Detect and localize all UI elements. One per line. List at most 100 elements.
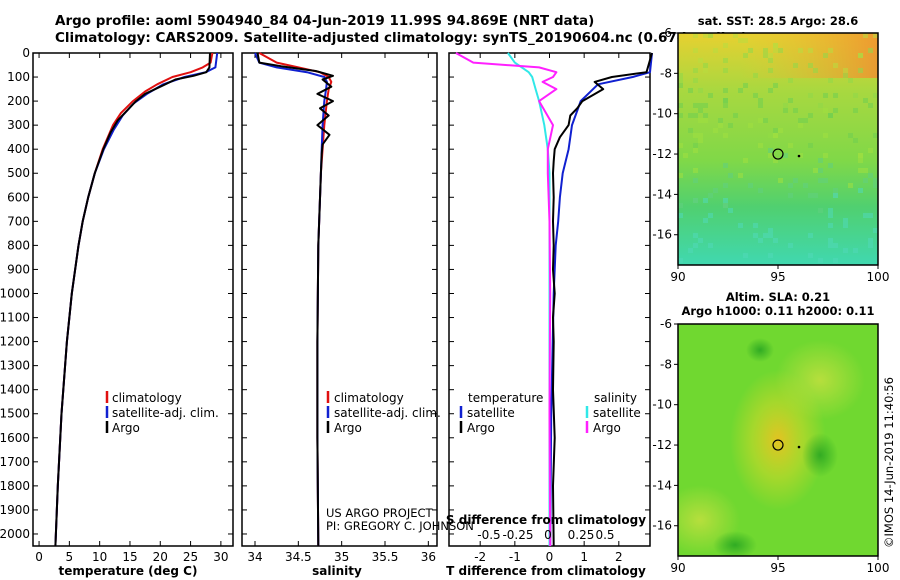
sst-pixel — [693, 233, 698, 238]
depth-axis: 0 100 200 300 400 500 600 700 800 900 1000 1100 1200… — [0, 46, 233, 541]
sst-pixel — [723, 98, 728, 103]
sst-pixel — [738, 223, 743, 228]
legend-climatology: climatology — [112, 391, 182, 405]
sst-pixel — [693, 133, 698, 138]
sst-pixel — [723, 163, 728, 168]
sst-pixel — [818, 158, 823, 163]
sst-pixel — [743, 83, 748, 88]
sst-pixel — [828, 78, 833, 83]
sst-pixel — [833, 93, 838, 98]
credit-project: US ARGO PROJECT — [326, 506, 434, 520]
sst-pixel — [708, 93, 713, 98]
sst-pixel — [788, 98, 793, 103]
depth-tick-label: 1500 — [0, 407, 30, 421]
sst-pixel — [818, 168, 823, 173]
salinity-x-axis: 34 34.5 35 35.5 36 — [247, 53, 436, 564]
sst-pixel — [823, 178, 828, 183]
legend-satellite: satellite-adj. clim. — [112, 406, 219, 420]
x-tick-label: 15 — [122, 550, 137, 564]
x-tick-label: 0 — [546, 550, 554, 564]
sst-pixel — [698, 108, 703, 113]
sst-pixel — [808, 93, 813, 98]
temperature-x-axis: 0 5 10 15 20 25 30 — [35, 53, 229, 564]
x-tick-label: 30 — [213, 550, 228, 564]
difference-depth-ticks — [449, 52, 650, 535]
depth-tick-label: 700 — [7, 214, 30, 228]
sla-map-panel: Altim. SLA: 0.21 Argo h1000: 0.11 h2000:… — [652, 290, 889, 575]
legend-argo: Argo — [334, 421, 362, 435]
sst-pixel — [828, 223, 833, 228]
series-line-satellite — [54, 52, 219, 547]
sst-pixel — [773, 48, 778, 53]
sst-pixel — [873, 93, 878, 98]
x-tick-label: -1 — [509, 550, 521, 564]
sst-pixel — [733, 113, 738, 118]
series-line-t-satellite — [549, 52, 653, 547]
sst-pixel — [743, 158, 748, 163]
sst-pixel — [863, 33, 868, 38]
difference-legend: temperature salinity satellite Argo sate… — [459, 391, 641, 435]
sst-pixel — [723, 68, 728, 73]
sst-pixel — [868, 103, 873, 108]
series-line-s-argo — [455, 52, 558, 547]
map-lat-label: -12 — [652, 438, 672, 452]
sst-pixel — [758, 118, 763, 123]
sst-pixel — [793, 63, 798, 68]
salinity-xlabel: salinity — [312, 564, 362, 578]
sst-warm-region — [740, 33, 878, 78]
depth-tick-label: 2000 — [0, 527, 30, 541]
sst-pixel — [833, 243, 838, 248]
map-lat-label: -6 — [660, 26, 672, 40]
sst-map-axes: -6 -8 -10 -12 -14 -16 90 95 100 — [652, 26, 889, 284]
sst-pixel — [723, 103, 728, 108]
map-lat-label: -8 — [660, 357, 672, 371]
sst-pixel — [678, 173, 683, 178]
sst-pixel — [788, 243, 793, 248]
sst-pixel — [723, 183, 728, 188]
x-tick-label: 2 — [615, 550, 623, 564]
sst-pixel — [763, 53, 768, 58]
sst-pixel — [823, 93, 828, 98]
sst-pixel — [808, 48, 813, 53]
sst-pixel — [763, 233, 768, 238]
sst-pixel — [798, 153, 803, 158]
sst-pixel — [773, 43, 778, 48]
sst-pixel — [818, 178, 823, 183]
salinity-depth-ticks — [242, 52, 437, 535]
series-line-climatology — [54, 52, 214, 547]
depth-tick-label: 1800 — [0, 479, 30, 493]
map-lat-label: -10 — [652, 107, 672, 121]
sst-pixel — [813, 168, 818, 173]
sst-pixel — [788, 193, 793, 198]
map-lon-label: 95 — [770, 561, 785, 575]
temperature-frame — [32, 52, 234, 547]
sst-pixel — [858, 158, 863, 163]
x-tick-label: 10 — [92, 550, 107, 564]
sst-pixel — [723, 203, 728, 208]
sst-pixel — [873, 178, 878, 183]
depth-tick-label: 600 — [7, 190, 30, 204]
sst-pixel — [788, 143, 793, 148]
sst-pixel — [693, 48, 698, 53]
sst-pixel — [773, 133, 778, 138]
map-lat-label: -16 — [652, 519, 672, 533]
credit-pi: PI: GREGORY C. JOHNSON — [326, 519, 474, 533]
sst-pixel — [818, 208, 823, 213]
sst-pixel — [703, 33, 708, 38]
float-track-dot — [797, 445, 801, 449]
sst-pixel — [843, 248, 848, 253]
series-line-argo — [256, 52, 334, 547]
map-lat-label: -16 — [652, 228, 672, 242]
sst-pixel — [828, 213, 833, 218]
sst-pixel — [813, 193, 818, 198]
sst-pixel — [778, 128, 783, 133]
sst-pixel — [688, 88, 693, 93]
sst-pixel — [703, 198, 708, 203]
sst-pixel — [678, 258, 683, 263]
x-tick-label: 1 — [580, 550, 588, 564]
argo-location-marker — [772, 439, 784, 451]
sst-pixel — [723, 88, 728, 93]
sst-pixel — [718, 123, 723, 128]
depth-tick-label: 800 — [7, 238, 30, 252]
